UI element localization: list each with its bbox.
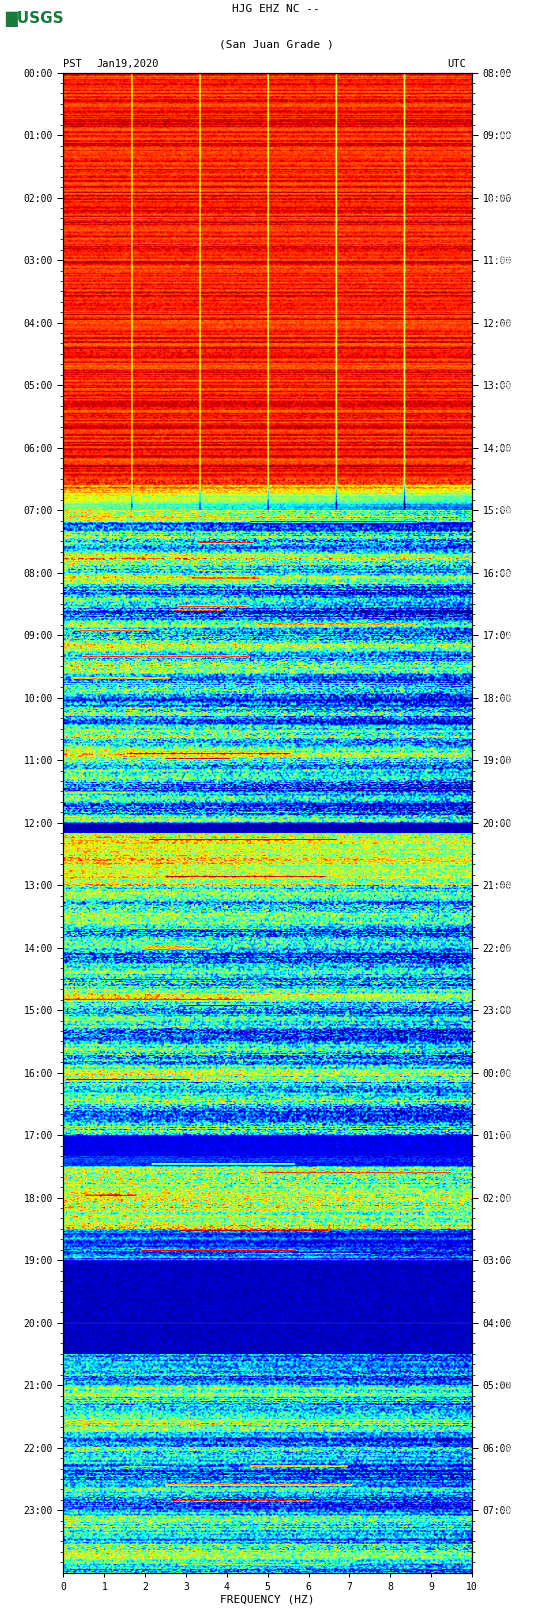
Text: PST: PST: [63, 60, 82, 69]
Text: (San Juan Grade ): (San Juan Grade ): [219, 40, 333, 50]
Text: █USGS: █USGS: [6, 11, 64, 27]
Text: HJG EHZ NC --: HJG EHZ NC --: [232, 3, 320, 13]
Text: Jan19,2020: Jan19,2020: [97, 60, 159, 69]
Text: UTC: UTC: [448, 60, 466, 69]
X-axis label: FREQUENCY (HZ): FREQUENCY (HZ): [220, 1595, 315, 1605]
